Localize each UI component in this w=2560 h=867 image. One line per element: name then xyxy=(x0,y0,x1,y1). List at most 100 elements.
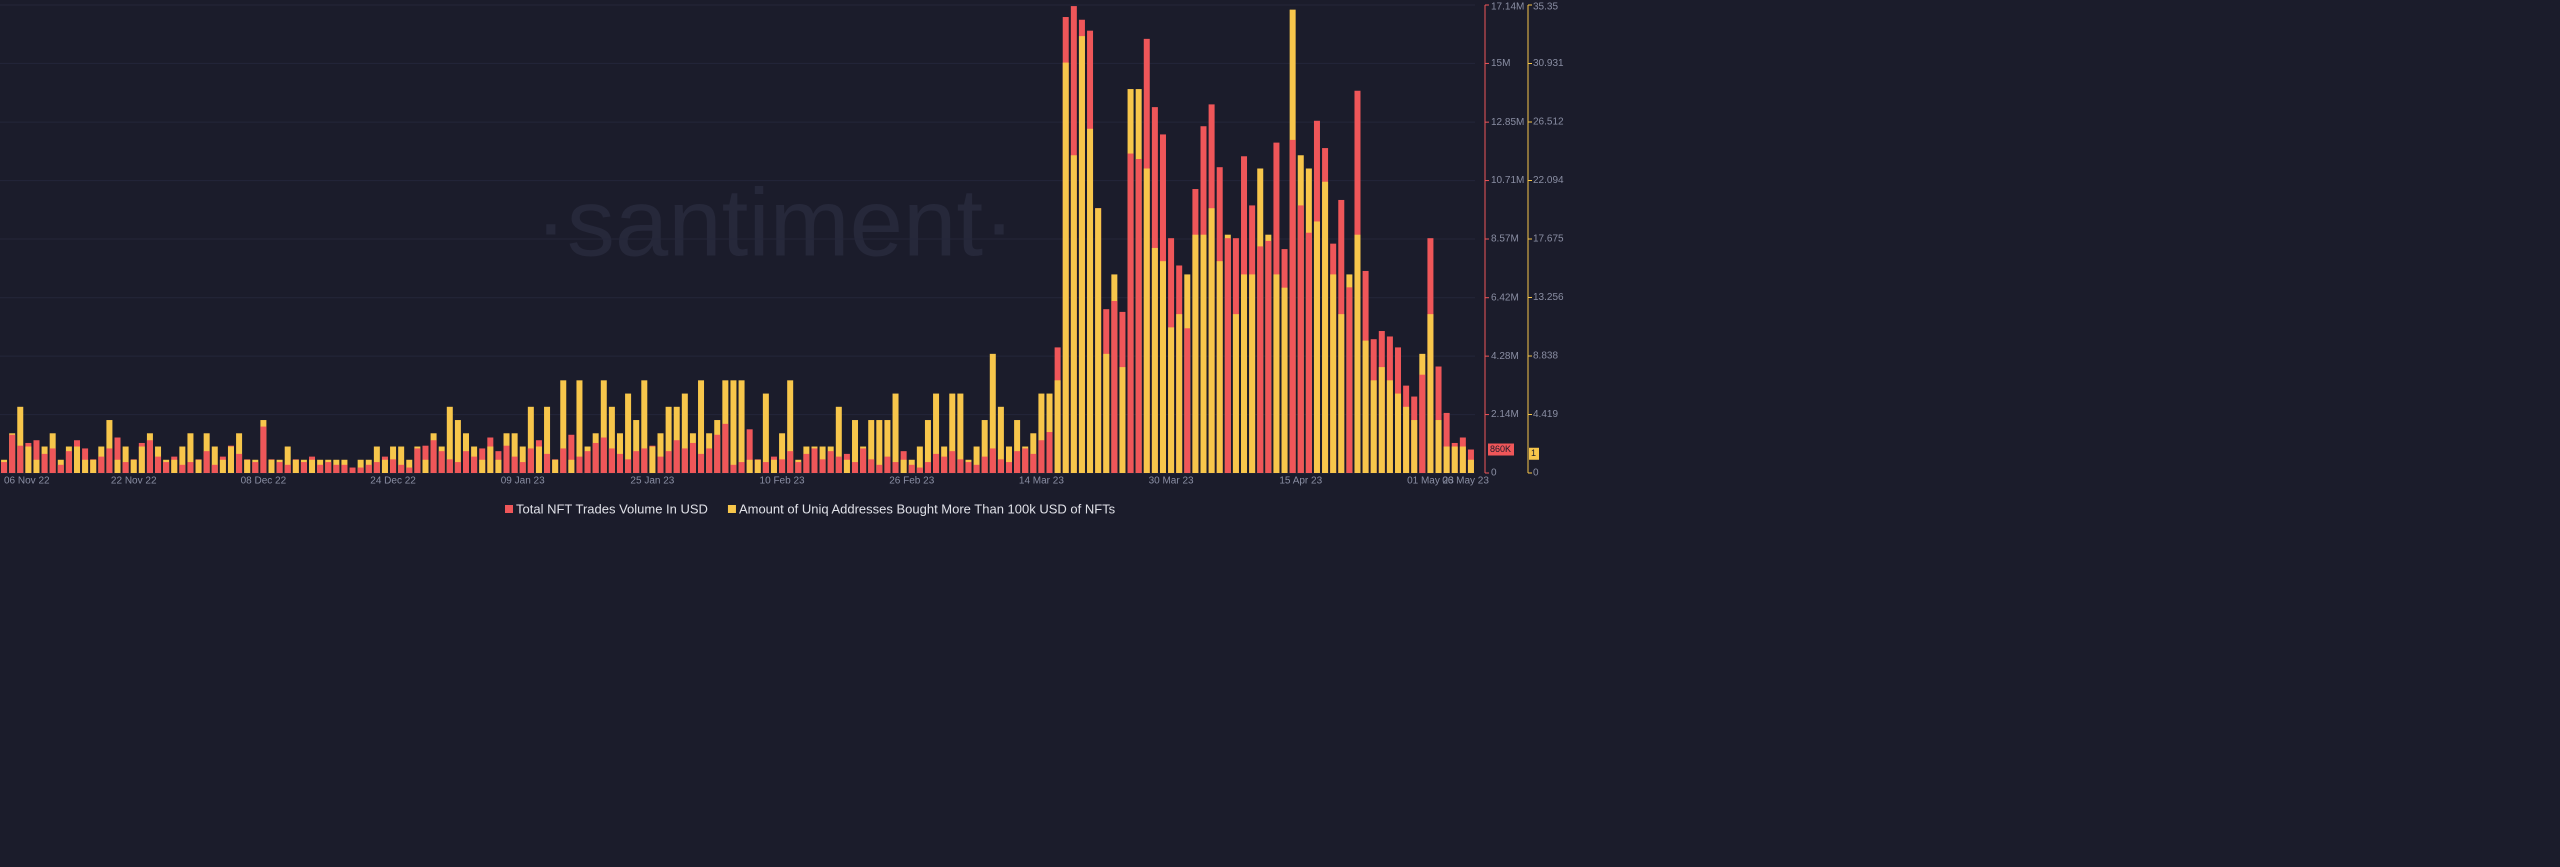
bar xyxy=(1062,62,1069,474)
bar xyxy=(357,459,364,473)
bar xyxy=(1078,36,1085,473)
bar xyxy=(446,406,453,473)
bar xyxy=(1103,353,1110,473)
bar xyxy=(179,464,186,473)
bar xyxy=(487,446,494,473)
bar xyxy=(41,453,48,473)
bar xyxy=(195,459,202,473)
bar xyxy=(122,446,129,473)
bar xyxy=(300,462,307,473)
bar xyxy=(349,467,356,473)
bar xyxy=(236,453,243,473)
bar xyxy=(965,462,972,473)
bar xyxy=(616,433,623,473)
bar xyxy=(1354,234,1361,473)
bar xyxy=(1216,261,1223,473)
bar xyxy=(406,467,413,473)
bar xyxy=(519,462,526,473)
bar xyxy=(933,393,940,473)
bar xyxy=(1305,232,1312,473)
bar xyxy=(325,462,332,473)
y2-tick-label: 0 xyxy=(1533,468,1539,479)
bar xyxy=(438,451,445,473)
bar xyxy=(1224,238,1231,473)
bar xyxy=(908,464,915,473)
bar xyxy=(260,426,267,473)
bar xyxy=(1119,367,1126,473)
bar xyxy=(949,451,956,473)
bar xyxy=(779,433,786,473)
y-tick-label: 2.14M xyxy=(1491,409,1519,420)
bar xyxy=(1313,221,1320,473)
bar xyxy=(989,353,996,473)
bar xyxy=(997,459,1004,473)
bar xyxy=(535,446,542,473)
bar xyxy=(1241,274,1248,473)
bar xyxy=(155,456,162,473)
bar xyxy=(309,459,316,473)
bar xyxy=(649,446,656,473)
y2-tick-label: 17.675 xyxy=(1533,234,1564,245)
bar xyxy=(827,451,834,473)
bar xyxy=(1281,287,1288,473)
last-value-label: 1 xyxy=(1531,448,1536,458)
bar xyxy=(114,459,121,473)
bar xyxy=(1467,459,1474,473)
bar xyxy=(738,380,745,473)
y2-tick-label: 13.256 xyxy=(1533,292,1564,303)
bar xyxy=(171,459,178,473)
bar xyxy=(179,446,186,473)
bar xyxy=(527,406,534,473)
bar xyxy=(211,446,218,473)
bar xyxy=(852,420,859,473)
bar xyxy=(1005,462,1012,473)
bar xyxy=(1151,247,1158,473)
last-value-badge xyxy=(1529,447,1539,460)
bar xyxy=(989,448,996,473)
bar xyxy=(730,380,737,473)
bar xyxy=(1346,287,1353,473)
x-tick-label: 30 Mar 23 xyxy=(1149,476,1194,487)
bar xyxy=(1273,274,1280,473)
bar xyxy=(544,453,551,473)
bar xyxy=(657,433,664,473)
bar xyxy=(900,459,907,473)
bar xyxy=(1030,433,1037,473)
bar xyxy=(860,448,867,473)
bar xyxy=(1176,314,1183,473)
bar xyxy=(835,406,842,473)
bar xyxy=(57,464,64,473)
bar xyxy=(997,406,1004,473)
bar xyxy=(1232,314,1239,473)
bar xyxy=(333,464,340,473)
bar xyxy=(673,406,680,473)
bar xyxy=(625,459,632,473)
bar xyxy=(608,448,615,473)
bar xyxy=(876,464,883,473)
bar xyxy=(916,446,923,473)
bar xyxy=(941,456,948,473)
bar xyxy=(317,464,324,473)
bar xyxy=(163,462,170,473)
bar xyxy=(892,462,899,473)
bar xyxy=(1411,420,1418,473)
bar xyxy=(511,456,518,473)
bar xyxy=(471,456,478,473)
bar xyxy=(1451,446,1458,473)
bar xyxy=(17,445,24,473)
bar xyxy=(292,459,299,473)
bar xyxy=(1046,432,1053,473)
bar xyxy=(511,433,518,473)
bar xyxy=(398,464,405,473)
bar xyxy=(924,420,931,473)
legend-label: Total NFT Trades Volume In USD xyxy=(516,501,708,516)
bar xyxy=(819,459,826,473)
bar xyxy=(1030,453,1037,473)
bar xyxy=(390,459,397,473)
bar xyxy=(1435,366,1442,473)
bar xyxy=(1330,274,1337,473)
bar xyxy=(933,453,940,473)
bar xyxy=(746,429,753,473)
bar xyxy=(454,462,461,473)
bar xyxy=(746,459,753,473)
